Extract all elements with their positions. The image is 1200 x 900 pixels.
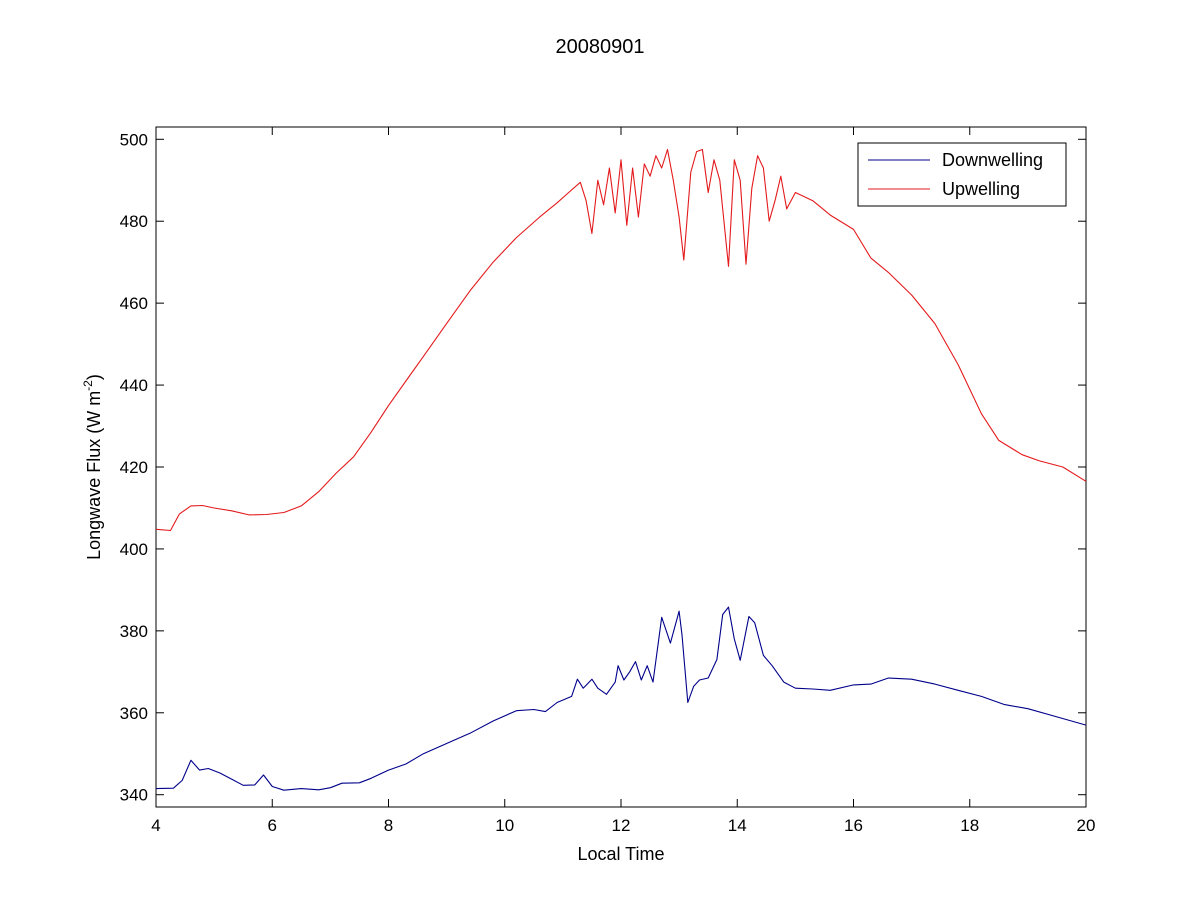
series-layer <box>155 148 1087 791</box>
x-tick-label: 14 <box>728 816 747 835</box>
x-tick-label: 16 <box>844 816 863 835</box>
y-tick-label: 420 <box>120 458 148 477</box>
y-axis-label: Longwave Flux (W m-2) <box>81 374 104 560</box>
y-axis-label-superscript: -2 <box>81 380 95 391</box>
axis-ticks: 4 6 8 10 12 14 16 18 20 340 360 380 400 420 440 460 480 5… <box>120 127 1096 835</box>
y-tick-label: 440 <box>120 376 148 395</box>
x-tick-label: 4 <box>151 816 160 835</box>
y-tick-label: 500 <box>120 130 148 149</box>
series-line-downwelling <box>155 606 1087 791</box>
y-tick-label: 360 <box>120 704 148 723</box>
y-tick-label: 380 <box>120 622 148 641</box>
y-axis-label-close: ) <box>84 374 104 380</box>
chart-title: 20080901 <box>556 36 645 58</box>
y-tick-label: 340 <box>120 786 148 805</box>
y-tick-label: 400 <box>120 540 148 559</box>
y-axis-label-main: Longwave Flux (W m <box>84 391 104 560</box>
series-line-upwelling <box>155 148 1087 532</box>
legend-label-downwelling: Downwelling <box>942 150 1043 170</box>
x-tick-label: 10 <box>495 816 514 835</box>
x-axis-label: Local Time <box>577 844 664 864</box>
legend-box <box>857 142 1067 207</box>
x-tick-label: 8 <box>384 816 393 835</box>
x-tick-label: 20 <box>1077 816 1096 835</box>
y-tick-label: 460 <box>120 294 148 313</box>
plot-area <box>155 126 1087 808</box>
x-tick-label: 18 <box>960 816 979 835</box>
legend: Downwelling Upwelling <box>857 142 1067 207</box>
legend-label-upwelling: Upwelling <box>942 179 1020 199</box>
x-tick-label: 12 <box>612 816 631 835</box>
y-tick-label: 480 <box>120 212 148 231</box>
x-tick-label: 6 <box>268 816 277 835</box>
